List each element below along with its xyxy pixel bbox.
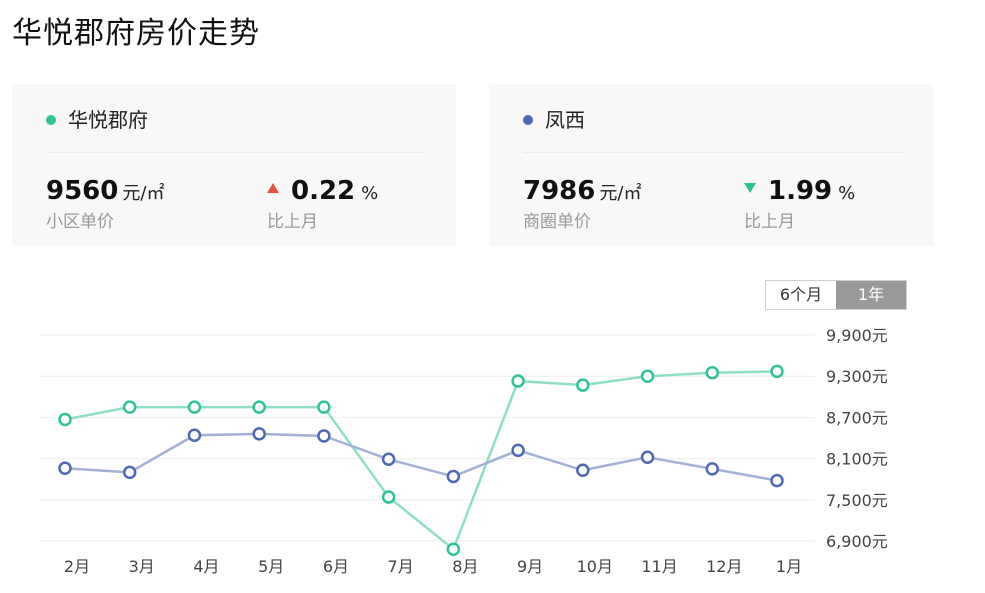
data-point (446, 469, 461, 484)
x-tick-label: 3月 (129, 557, 155, 576)
data-point (58, 461, 72, 475)
x-tick-label: 4月 (193, 557, 219, 576)
price-unit: 元/㎡ (122, 183, 165, 204)
data-point (381, 490, 396, 504)
data-point (252, 427, 266, 441)
data-point (576, 463, 590, 478)
tab-6-months[interactable]: 6个月 (766, 281, 836, 309)
change-label: 比上月 (267, 212, 318, 232)
price-trend-chart: 9,900元 9,300元 8,700元 8,100元 7,500元 6,900元 2月 3月… (40, 326, 888, 576)
change-label: 比上月 (744, 212, 795, 232)
price-unit: 元/㎡ (599, 183, 642, 204)
unit-price: 7986 (523, 176, 596, 206)
data-point (122, 400, 137, 414)
data-point (317, 429, 331, 443)
arrow-down-icon (744, 183, 756, 193)
data-point (640, 369, 655, 383)
price-label: 商圈单价 (523, 212, 591, 232)
change-block: 0.22% 比上月 (267, 174, 378, 233)
card-name: 凤西 (545, 108, 585, 132)
unit-price: 9560 (46, 176, 119, 206)
data-point (511, 443, 525, 458)
change-block: 1.99% 比上月 (744, 174, 855, 233)
data-point (446, 542, 461, 556)
data-point (705, 366, 720, 380)
series-dot-icon (523, 115, 533, 125)
data-point (187, 400, 202, 414)
x-tick-label: 11月 (641, 557, 677, 576)
card-header: 华悦郡府 (46, 106, 426, 153)
y-tick-label: 8,700元 (826, 408, 888, 427)
series-line-0 (64, 370, 778, 552)
x-tick-label: 10月 (577, 557, 613, 576)
card-name: 华悦郡府 (68, 108, 148, 132)
x-tick-label: 9月 (517, 557, 543, 576)
y-tick-label: 7,500元 (826, 491, 888, 510)
arrow-up-icon (267, 183, 279, 193)
data-point (705, 462, 720, 476)
data-point (770, 473, 784, 488)
x-tick-label: 12月 (706, 557, 742, 576)
page-title: 华悦郡府房价走势 (12, 16, 260, 51)
change-unit: % (361, 183, 379, 204)
data-point (576, 378, 590, 392)
data-point (317, 400, 331, 414)
data-point (381, 452, 396, 467)
data-point (511, 374, 525, 388)
change-unit: % (838, 183, 856, 204)
tab-1-year[interactable]: 1年 (836, 281, 906, 309)
x-tick-label: 1月 (776, 557, 802, 576)
series-dot-icon (46, 115, 56, 125)
card-header: 凤西 (523, 106, 903, 153)
price-block: 9560 元/㎡ 小区单价 (46, 174, 164, 233)
price-block: 7986 元/㎡ 商圈单价 (523, 174, 641, 233)
community-price-card: 华悦郡府 9560 元/㎡ 小区单价 0.22% 比上月 (12, 84, 456, 246)
range-tabs: 6个月 1年 (765, 280, 907, 310)
data-point (122, 465, 137, 480)
y-tick-label: 6,900元 (826, 532, 888, 551)
data-point (58, 412, 72, 427)
data-point (770, 364, 784, 379)
x-tick-label: 5月 (258, 557, 284, 576)
y-tick-label: 9,900元 (826, 326, 888, 345)
y-tick-label: 8,100元 (826, 450, 888, 469)
data-point (640, 450, 655, 464)
y-tick-label: 9,300元 (826, 367, 888, 386)
data-point (187, 428, 202, 443)
x-tick-label: 6月 (323, 557, 349, 576)
price-label: 小区单价 (46, 212, 114, 232)
change-value: 0.22 (291, 176, 356, 206)
series-line-1 (64, 432, 778, 482)
change-value: 1.99 (768, 176, 833, 206)
x-tick-label: 2月 (64, 557, 90, 576)
x-tick-label: 7月 (388, 557, 414, 576)
district-price-card: 凤西 7986 元/㎡ 商圈单价 1.99% 比上月 (489, 84, 933, 246)
x-tick-label: 8月 (452, 557, 478, 576)
data-point (252, 400, 266, 414)
